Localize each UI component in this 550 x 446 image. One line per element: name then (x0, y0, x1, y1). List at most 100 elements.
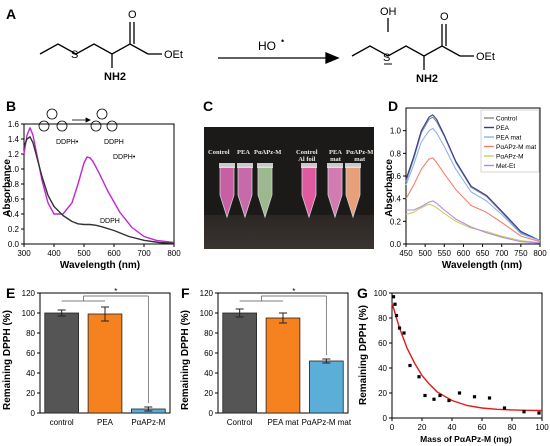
amine-right: NH2 (416, 73, 438, 85)
chart-b-absorbance: DDPH• DDPH 300 400 500 600 700 800 0.0 0.2 0.4 0.… (2, 108, 181, 270)
category-label: PEA (97, 418, 114, 427)
chart-e-ylabel: Remaining DPPH (%) (2, 310, 13, 410)
sulfur-left: S (71, 49, 78, 61)
dpph-scheme (38, 108, 118, 132)
data-point (472, 395, 477, 399)
y-tick-label: 1.0 (8, 165, 20, 174)
photo-tubes: Control PEA PαAPz-M Control Al foil PEA … (204, 127, 374, 249)
panel-label-e: E (6, 285, 16, 301)
y-tick-label: 0.2 (390, 217, 402, 226)
category-label: PEA mat (267, 418, 299, 427)
x-tick-label: 450 (399, 249, 413, 258)
y-tick-label: 100 (22, 309, 36, 318)
scheme-label-radical: DDPH• (56, 139, 79, 146)
y-tick-label: 1.0 (390, 127, 402, 136)
x-tick-label: 650 (476, 249, 490, 258)
y-tick-label: 60 (204, 349, 213, 358)
chart-e-bar: 0 20 40 60 80 100 120 control PEA PαAPz-M * Remain… (2, 287, 171, 427)
chart-b-ylabel: Absorbance (2, 159, 13, 217)
x-tick-label: 700 (495, 249, 509, 258)
panel-label-c: C (203, 98, 214, 114)
y-tick-label: 100 (374, 289, 388, 298)
y-tick-label: 0.2 (8, 225, 20, 234)
chart-f-bar: 0 20 40 60 80 100 120 Control PEA mat PαAPz-M mat… (180, 287, 352, 427)
chart-g-xlabel: Mass of PαAPz-M (mg) (420, 434, 512, 444)
data-point (408, 363, 412, 368)
tube-label-control: Control (208, 149, 230, 156)
ester-right: OEt (476, 51, 495, 63)
y-tick-label: 0.6 (8, 195, 20, 204)
y-tick-label: 80 (378, 314, 387, 323)
series-line (406, 200, 541, 244)
category-label: PαAPz-M mat (302, 418, 352, 427)
chart-g-scatter: 0 20 40 60 80 100 0 20 40 60 80 100 Mass of PαAPz-M… (358, 289, 549, 444)
tube-control (219, 166, 235, 219)
y-tick-label: 0.8 (8, 180, 20, 189)
x-tick-label: 500 (77, 249, 91, 258)
legend-box (480, 109, 540, 173)
y-tick-label: 40 (378, 364, 387, 373)
chart-g-ylabel: Remaining DPPH (%) (358, 305, 369, 405)
tube-paapz (257, 166, 273, 219)
x-tick-label: 300 (17, 249, 31, 258)
y-tick-label: 40 (26, 369, 35, 378)
data-point (397, 326, 402, 330)
tube-label-paapz: PαAPz-M (254, 149, 282, 156)
y-tick-label: 0.4 (8, 210, 20, 219)
curve-label-radical: DDPH• (113, 154, 136, 161)
y-tick-label: 20 (378, 389, 387, 398)
x-tick-label: 550 (438, 249, 452, 258)
bar (44, 312, 79, 414)
series-line (405, 157, 541, 243)
panel-label-b: B (6, 98, 17, 114)
y-tick-label: 100 (200, 309, 214, 318)
data-point (537, 411, 541, 415)
radical-dot: • (281, 36, 284, 46)
panel-label-d: D (388, 98, 399, 114)
chart-d-legend: Control PEA PEA mat PαAPz-M mat PαAPz-M Met-E… (480, 109, 540, 173)
series-line (23, 136, 175, 244)
chart-d-ylabel: Absorbance (384, 159, 395, 217)
legend-item: Met-Et (496, 163, 515, 170)
category-label: control (50, 418, 74, 427)
data-point (502, 406, 507, 410)
y-tick-label: 0 (383, 414, 388, 423)
data-point (438, 393, 442, 398)
fit-curve (391, 302, 543, 412)
legend-item: PEA (496, 125, 510, 132)
x-tick-label: 40 (448, 423, 457, 432)
data-point (447, 398, 451, 403)
y-tick-label: 0.4 (390, 195, 402, 204)
ester-left: OEt (164, 49, 183, 61)
legend-item: PαAPz-M mat (496, 144, 536, 151)
data-point (394, 313, 399, 318)
x-tick-label: 60 (478, 423, 487, 432)
y-tick-label: 0.8 (390, 149, 402, 158)
x-tick-label: 500 (418, 249, 432, 258)
x-tick-label: 600 (107, 249, 121, 258)
tube-label-pea: PEA (237, 149, 250, 156)
x-tick-label: 800 (533, 249, 547, 258)
x-tick-label: 0 (390, 423, 395, 432)
y-tick-label: 0 (31, 409, 36, 418)
data-point (393, 302, 397, 306)
series-line (405, 127, 541, 242)
x-tick-label: 600 (457, 249, 471, 258)
tube-pea (237, 166, 253, 219)
category-label: PαAPz-M (131, 418, 165, 427)
data-point (423, 393, 427, 398)
y-tick-label: 0 (209, 409, 214, 418)
chart-b-xlabel: Wavelength (nm) (60, 260, 140, 270)
series-line (23, 127, 175, 244)
x-tick-label: 400 (47, 249, 61, 258)
x-tick-label: 80 (508, 423, 517, 432)
tube-pea-mat (327, 166, 343, 219)
data-point (487, 396, 492, 400)
data-point (402, 331, 406, 335)
x-tick-label: 20 (418, 423, 427, 432)
x-tick-label: 750 (514, 249, 528, 258)
y-tick-label: 120 (200, 289, 214, 298)
significance-star: * (292, 287, 295, 296)
tube-label-paapz-mat: PαAPz-M mat (346, 149, 374, 163)
y-tick-label: 60 (26, 349, 35, 358)
